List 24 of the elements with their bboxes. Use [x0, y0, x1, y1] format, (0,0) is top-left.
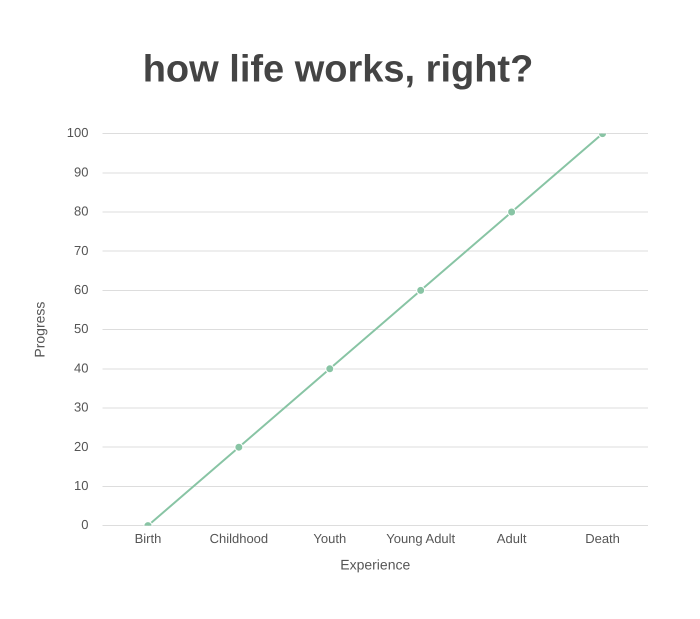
- x-tick-label: Adult: [496, 530, 527, 546]
- x-tick-label: Death: [585, 530, 620, 546]
- x-axis-title: Experience: [340, 556, 410, 572]
- x-tick-label: Childhood: [210, 530, 268, 546]
- y-tick-label: 100: [66, 125, 88, 140]
- point: [416, 286, 426, 295]
- y-tick-label: 0: [81, 517, 88, 532]
- y-axis-title: Progress: [31, 302, 48, 358]
- y-tick-label: 30: [74, 400, 88, 415]
- x-tick-label: Birth: [134, 530, 162, 546]
- x-tick-label: Youth: [313, 530, 346, 546]
- y-tick-label: 80: [74, 204, 88, 219]
- y-tick-label: 70: [74, 242, 88, 258]
- y-tick-label: 40: [74, 360, 88, 376]
- y-tick-label: 10: [74, 478, 88, 493]
- y-tick-label: 50: [74, 321, 88, 336]
- y-tick-label: 90: [74, 164, 88, 180]
- point: [507, 208, 516, 216]
- x-tick-label: Young Adult: [386, 530, 456, 546]
- y-tick-label: 60: [74, 282, 88, 297]
- y-tick-label: 20: [74, 438, 88, 454]
- chart-title: how life works, right?: [142, 48, 534, 90]
- point: [234, 442, 244, 452]
- point: [325, 364, 334, 374]
